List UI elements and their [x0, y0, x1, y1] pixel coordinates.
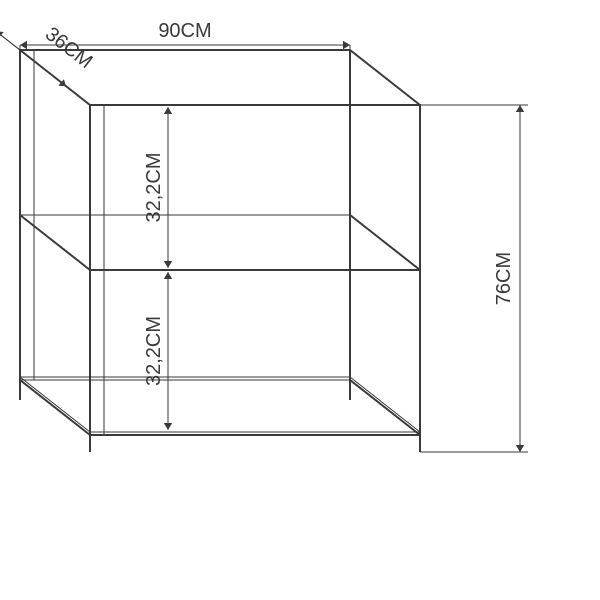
dim-shelf-lower: 32,2CM [143, 316, 165, 386]
dim-height: 76CM [493, 252, 515, 305]
dimension-diagram: 90CM 36CM 76CM 32,2CM 32,2CM [0, 0, 600, 600]
dim-shelf-upper: 32,2CM [143, 152, 165, 222]
dim-width: 90CM [158, 20, 211, 42]
dim-depth: 36CM [41, 23, 97, 73]
